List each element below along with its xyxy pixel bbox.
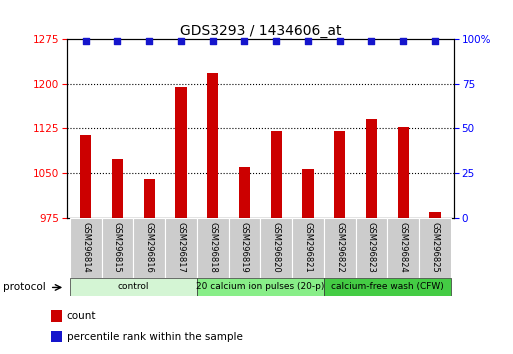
Text: GSM296814: GSM296814	[81, 222, 90, 273]
Bar	[366, 119, 377, 218]
Bar	[165, 218, 197, 278]
Text: GSM296822: GSM296822	[335, 222, 344, 273]
Bar	[324, 218, 356, 278]
Bar	[324, 278, 451, 296]
Bar	[271, 131, 282, 218]
Bar	[80, 136, 91, 218]
Bar	[102, 218, 133, 278]
Bar	[229, 218, 261, 278]
Bar	[70, 218, 102, 278]
Bar	[387, 218, 419, 278]
Text: count: count	[67, 311, 96, 321]
Bar	[51, 310, 62, 322]
Text: GSM296824: GSM296824	[399, 222, 408, 273]
Bar	[197, 278, 324, 296]
Title: GDS3293 / 1434606_at: GDS3293 / 1434606_at	[180, 24, 341, 38]
Bar	[302, 169, 313, 218]
Text: GSM296820: GSM296820	[272, 222, 281, 273]
Text: GSM296821: GSM296821	[304, 222, 312, 273]
Point	[304, 38, 312, 44]
Bar	[261, 218, 292, 278]
Point	[241, 38, 249, 44]
Text: 20 calcium ion pulses (20-p): 20 calcium ion pulses (20-p)	[196, 282, 325, 291]
Point	[209, 38, 217, 44]
Text: GSM296819: GSM296819	[240, 222, 249, 273]
Bar	[112, 159, 123, 218]
Text: protocol: protocol	[3, 282, 45, 292]
Text: percentile rank within the sample: percentile rank within the sample	[67, 332, 243, 342]
Text: GSM296815: GSM296815	[113, 222, 122, 273]
Bar	[197, 218, 229, 278]
Bar	[133, 218, 165, 278]
Text: GSM296818: GSM296818	[208, 222, 217, 273]
Point	[336, 38, 344, 44]
Bar	[51, 331, 62, 342]
Bar	[292, 218, 324, 278]
Bar	[356, 218, 387, 278]
Point	[272, 38, 280, 44]
Bar	[334, 131, 345, 218]
Point	[431, 38, 439, 44]
Text: GSM296816: GSM296816	[145, 222, 154, 273]
Point	[399, 38, 407, 44]
Point	[177, 38, 185, 44]
Point	[367, 38, 376, 44]
Text: GSM296825: GSM296825	[430, 222, 440, 273]
Bar	[429, 212, 441, 218]
Text: control: control	[117, 282, 149, 291]
Point	[145, 38, 153, 44]
Bar	[175, 87, 187, 218]
Bar	[70, 278, 197, 296]
Text: calcium-free wash (CFW): calcium-free wash (CFW)	[331, 282, 444, 291]
Point	[113, 38, 122, 44]
Text: GSM296817: GSM296817	[176, 222, 186, 273]
Bar	[144, 179, 155, 218]
Bar	[207, 73, 219, 218]
Bar	[419, 218, 451, 278]
Point	[82, 38, 90, 44]
Bar	[398, 126, 409, 218]
Bar	[239, 167, 250, 218]
Text: GSM296823: GSM296823	[367, 222, 376, 273]
